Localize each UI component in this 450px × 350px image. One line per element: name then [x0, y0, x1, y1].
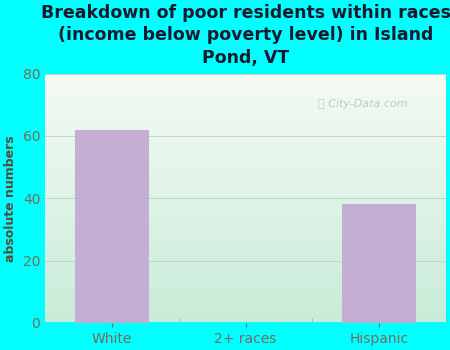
Bar — [342, 204, 416, 323]
Bar — [75, 130, 148, 323]
Y-axis label: absolute numbers: absolute numbers — [4, 135, 17, 261]
Title: Breakdown of poor residents within races
(income below poverty level) in Island
: Breakdown of poor residents within races… — [40, 4, 450, 66]
Text: ⓘ City-Data.com: ⓘ City-Data.com — [318, 99, 407, 108]
